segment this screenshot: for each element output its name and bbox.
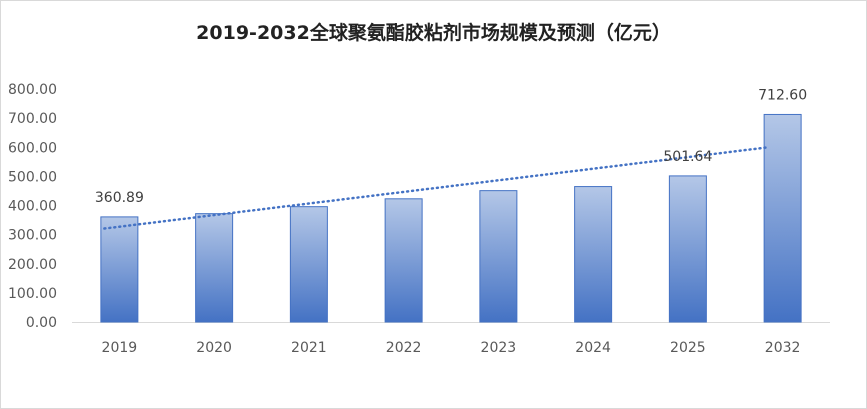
bar <box>574 186 613 323</box>
bars <box>100 113 802 323</box>
bar <box>479 190 518 323</box>
bar <box>289 206 328 323</box>
x-tick-label: 2019 <box>102 340 138 356</box>
x-axis: 2019 2020 2021 2022 2023 2024 2025 2032 <box>102 340 801 356</box>
bar <box>763 113 802 323</box>
x-tick-label: 2023 <box>481 340 517 356</box>
data-label: 501.64 <box>663 149 712 165</box>
y-tick-label: 300.00 <box>8 228 57 244</box>
chart-title: 2019-2032全球聚氨酯胶粘剂市场规模及预测（亿元） <box>196 22 671 44</box>
y-tick-label: 800.00 <box>8 82 57 98</box>
bar <box>668 175 707 323</box>
data-label: 360.89 <box>95 190 144 206</box>
x-tick-label: 2022 <box>386 340 422 356</box>
data-labels: 360.89 501.64 712.60 <box>95 87 807 205</box>
x-tick-label: 2020 <box>196 340 232 356</box>
bar <box>100 216 139 323</box>
y-tick-label: 0.00 <box>26 315 57 331</box>
x-tick-label: 2032 <box>765 340 801 356</box>
y-tick-label: 500.00 <box>8 169 57 185</box>
bar <box>384 198 423 323</box>
y-axis: 0.00 100.00 200.00 300.00 400.00 500.00 600.00… <box>8 82 57 331</box>
data-label: 712.60 <box>758 87 807 103</box>
x-tick-label: 2025 <box>670 340 706 356</box>
x-tick-label: 2021 <box>291 340 327 356</box>
y-tick-label: 200.00 <box>8 257 57 273</box>
bar <box>195 213 234 323</box>
y-tick-label: 100.00 <box>8 286 57 302</box>
trendline <box>103 146 769 230</box>
x-tick-label: 2024 <box>575 340 611 356</box>
y-tick-label: 600.00 <box>8 140 57 156</box>
y-tick-label: 700.00 <box>8 111 57 127</box>
y-tick-label: 400.00 <box>8 199 57 215</box>
